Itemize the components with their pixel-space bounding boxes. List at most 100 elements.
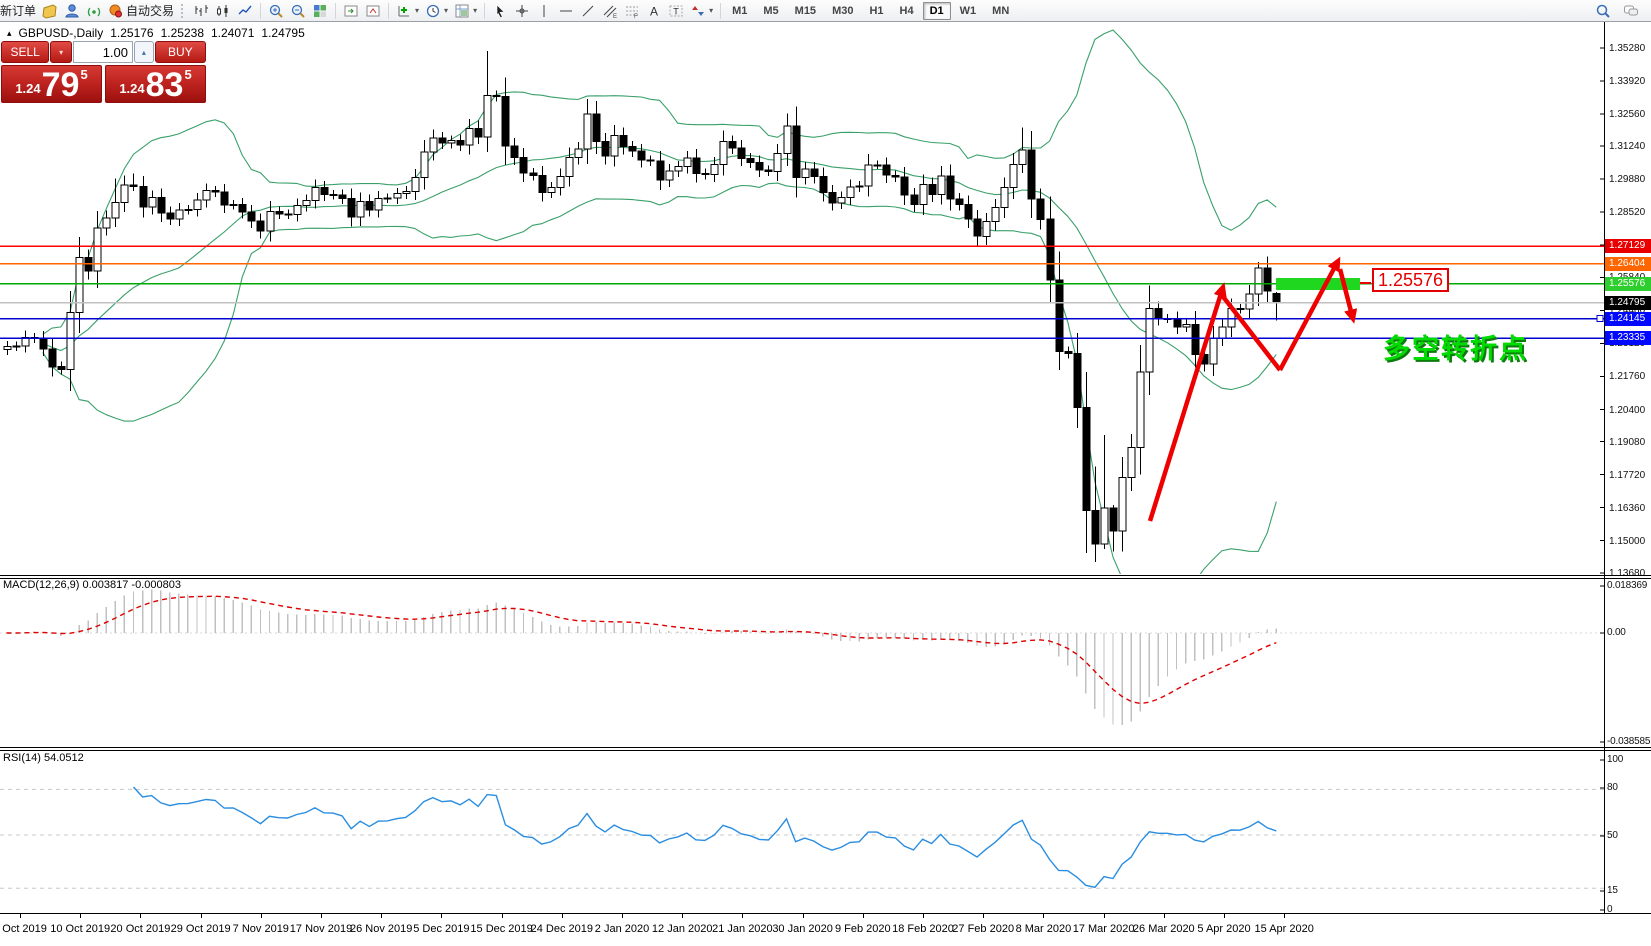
indicators-icon — [398, 5, 410, 16]
zoom-out-button[interactable] — [287, 1, 309, 21]
sell-price-prefix: 1.24 — [15, 81, 41, 96]
date-label: 24 Dec 2019 — [530, 923, 593, 935]
timeframe-h1[interactable]: H1 — [869, 4, 884, 17]
price-level-tag[interactable]: 1.26404 — [1605, 256, 1651, 271]
vertical-line-button[interactable] — [533, 1, 555, 21]
date-tick — [561, 914, 563, 918]
text-label-button[interactable]: T — [665, 1, 687, 21]
main-chart-panel[interactable] — [0, 22, 1604, 575]
macd-tick: 0.00 — [1607, 627, 1626, 638]
date-tick — [682, 914, 684, 918]
price-level-tag[interactable]: 1.27129 — [1605, 238, 1651, 253]
date-label: 27 Feb 2020 — [952, 923, 1015, 935]
timeframe-h4[interactable]: H4 — [899, 4, 914, 17]
quote-close: 1.24795 — [261, 26, 305, 40]
trendline-button[interactable] — [577, 1, 599, 21]
quote-high: 1.25238 — [160, 26, 204, 40]
sell-price-button[interactable]: 1.24 79 5 — [1, 65, 102, 103]
toolbar-separator — [335, 2, 337, 19]
crosshair-icon — [516, 4, 529, 17]
tile-windows-button[interactable] — [309, 1, 331, 21]
price-tick: 1.35280 — [1609, 42, 1646, 54]
price-level-tag[interactable]: 1.24145 — [1605, 311, 1651, 326]
candlestick-chart-button[interactable] — [212, 1, 234, 21]
horizontal-line-button[interactable] — [555, 1, 577, 21]
line-chart-icon — [238, 5, 252, 14]
timeframe-m30[interactable]: M30 — [832, 4, 854, 17]
arrows-button[interactable]: ▾ — [687, 1, 716, 21]
timeframe-m15[interactable]: M15 — [794, 4, 817, 17]
text-label-icon: T — [669, 5, 683, 16]
date-label: 8 Mar 2020 — [1015, 923, 1072, 935]
volume-increase-button[interactable]: ▴ — [134, 41, 154, 63]
text-button[interactable]: A — [643, 1, 665, 21]
price-axis[interactable] — [1605, 22, 1651, 913]
timeframe-d1[interactable]: D1 — [922, 1, 951, 20]
panel-separator[interactable] — [0, 750, 1651, 751]
community-button[interactable] — [61, 1, 83, 21]
price-tick: 1.13680 — [1609, 567, 1646, 579]
auto-scroll-button[interactable] — [362, 1, 384, 21]
line-chart-button[interactable] — [234, 1, 256, 21]
price-level-tag[interactable]: 1.25576 — [1605, 276, 1651, 291]
svg-text:A: A — [650, 4, 658, 18]
turning-point-annotation[interactable]: 多空转折点 — [1383, 334, 1528, 364]
horizontal-line-icon — [560, 10, 573, 11]
price-annotation-box[interactable]: 1.25576 — [1372, 268, 1449, 292]
rsi-panel[interactable] — [0, 750, 1604, 913]
panel-separator[interactable] — [0, 747, 1651, 748]
equidistant-channel-button[interactable]: E — [599, 1, 621, 21]
clock-icon — [426, 4, 440, 17]
date-tick — [80, 914, 82, 918]
signals-button[interactable] — [83, 1, 105, 21]
cursor-button[interactable] — [489, 1, 511, 21]
toolbar-separator — [388, 2, 390, 19]
timeframe-m1[interactable]: M1 — [732, 4, 748, 17]
chat-button[interactable] — [1620, 1, 1642, 21]
date-tick — [802, 914, 804, 918]
crosshair-button[interactable] — [511, 1, 533, 21]
price-tick: 1.17720 — [1609, 469, 1646, 481]
toolbar: 新订单 自动交易 ▾ ▾ ▾ E F A T ▾ M — [0, 0, 1651, 22]
macd-tick: -0.038585 — [1607, 736, 1651, 747]
chart-symbol-header: ▴ GBPUSD-,Daily 1.25176 1.25238 1.24071 … — [7, 26, 305, 40]
volume-decrease-button[interactable]: ▾ — [50, 41, 72, 63]
symbol-up-icon: ▴ — [7, 27, 12, 38]
chevron-down-icon: ▾ — [709, 6, 714, 15]
macd-panel[interactable] — [0, 578, 1604, 747]
autotrading-button[interactable]: 自动交易 — [105, 1, 177, 21]
timeframe-mn[interactable]: MN — [992, 4, 1010, 17]
sell-button[interactable]: SELL — [1, 41, 50, 63]
search-button[interactable] — [1592, 1, 1614, 21]
date-tick — [923, 914, 924, 918]
indicators-button[interactable]: ▾ — [393, 1, 422, 21]
buy-button[interactable]: BUY — [154, 41, 206, 63]
price-tick: 1.16360 — [1609, 502, 1646, 514]
panel-separator[interactable] — [0, 575, 1651, 576]
one-click-trading-panel: SELL ▾ ▴ BUY 1.24 79 5 1.24 83 5 — [1, 41, 206, 103]
date-label: 12 Jan 2020 — [651, 923, 713, 935]
buy-price-button[interactable]: 1.24 83 5 — [105, 65, 206, 103]
date-tick — [622, 914, 623, 918]
new-order-button[interactable]: 新订单 — [0, 1, 39, 21]
bar-chart-button[interactable] — [190, 1, 212, 21]
zoom-in-button[interactable] — [265, 1, 287, 21]
date-tick — [1163, 914, 1165, 918]
fibonacci-button[interactable]: F — [621, 1, 643, 21]
timeframe-m5[interactable]: M5 — [763, 4, 779, 17]
toolbar-separator — [181, 3, 186, 18]
vertical-line-icon — [543, 4, 545, 17]
rsi-tick: 15 — [1607, 885, 1618, 896]
date-tick — [742, 914, 744, 918]
panel-separator[interactable] — [0, 578, 1651, 579]
templates-button[interactable]: ▾ — [451, 1, 480, 21]
price-level-tag[interactable]: 1.23335 — [1605, 331, 1651, 346]
chart-shift-button[interactable] — [340, 1, 362, 21]
periods-button[interactable]: ▾ — [422, 1, 451, 21]
auto-scroll-icon — [366, 5, 380, 16]
order-ticket-button[interactable] — [39, 1, 61, 21]
volume-input[interactable] — [73, 41, 133, 63]
price-tick: 1.21760 — [1609, 371, 1646, 383]
date-tick — [983, 914, 985, 918]
timeframe-w1[interactable]: W1 — [959, 4, 977, 17]
